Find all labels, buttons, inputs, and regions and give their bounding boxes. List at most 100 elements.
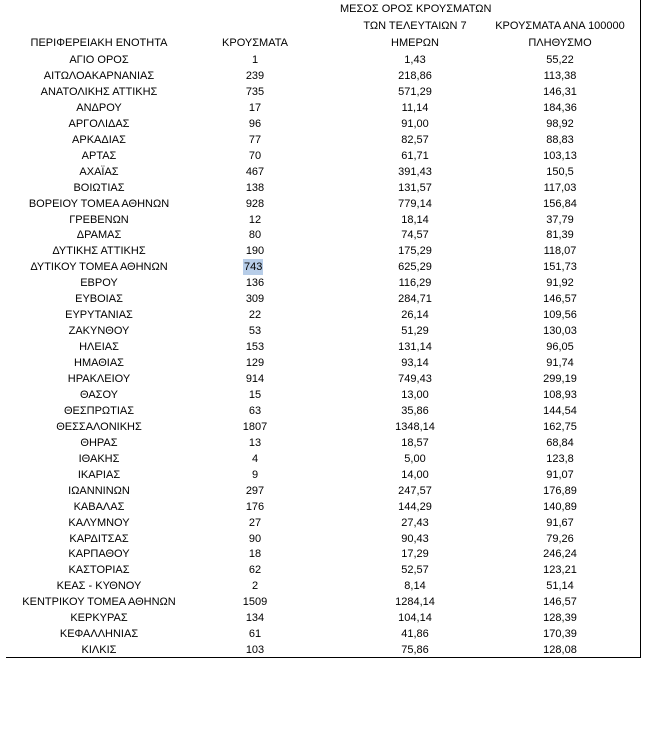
cell: 284,71 <box>398 293 432 306</box>
cell: 17,29 <box>401 548 429 561</box>
cell: ΒΟΡΕΙΟΥ ΤΟΜΕΑ ΑΘΗΝΩΝ <box>28 197 170 210</box>
cell: ΕΒΡΟΥ <box>80 277 118 290</box>
cell: 75,86 <box>401 644 429 657</box>
cell: ΑΙΤΩΛΟΑΚΑΡΝΑΝΙΑΣ <box>43 69 155 82</box>
cell: 103,13 <box>543 149 577 162</box>
cell: ΔΥΤΙΚΟΥ ΤΟΜΕΑ ΑΘΗΝΩΝ <box>30 261 168 274</box>
cell: 140,89 <box>543 500 577 513</box>
cell: 128,39 <box>543 612 577 625</box>
cell: 9 <box>251 468 259 481</box>
cell: ΒΟΙΩΤΙΑΣ <box>73 181 125 194</box>
cell: ΚΡΟΥΣΜΑΤΑ ΑΝΑ 100000 <box>495 20 625 32</box>
cell: 55,22 <box>546 54 574 66</box>
cell: 27 <box>248 516 262 529</box>
cell: 184,36 <box>543 101 577 114</box>
cell: 297 <box>245 484 265 497</box>
cell: 81,39 <box>546 229 574 242</box>
cell: 914 <box>245 373 265 385</box>
cell: 162,75 <box>543 420 577 433</box>
cell: 15 <box>248 388 262 401</box>
cell: ΑΝΔΡΟΥ <box>76 101 122 114</box>
cell: 130,03 <box>543 325 577 338</box>
cell: 27,43 <box>401 516 429 529</box>
cell: 98,92 <box>546 117 574 130</box>
cell: ΚΕΡΚΥΡΑΣ <box>70 612 128 625</box>
cell: 90 <box>248 532 262 545</box>
cell: 53 <box>248 325 262 338</box>
cell: 131,14 <box>398 341 432 354</box>
cell: 779,14 <box>398 197 432 210</box>
cell: 239 <box>245 69 265 82</box>
cell: 91,92 <box>546 277 574 290</box>
cell: 90,43 <box>401 532 429 545</box>
right-border <box>640 0 641 658</box>
cell: 70 <box>248 149 262 162</box>
cell: 391,43 <box>398 165 432 178</box>
cell: ΙΩΑΝΝΙΝΩΝ <box>68 484 130 497</box>
cell: ΚΕΦΑΛΛΗΝΙΑΣ <box>59 628 139 641</box>
cell: 61,71 <box>401 149 429 162</box>
cell: 128,08 <box>543 644 577 657</box>
cell: 80 <box>248 229 262 242</box>
cell: 37,79 <box>546 213 574 226</box>
cell: 146,57 <box>543 596 577 609</box>
cell: 176,89 <box>543 484 577 497</box>
cell: 1807 <box>242 420 268 433</box>
cell: ΑΡΤΑΣ <box>81 149 117 162</box>
cell: 13,00 <box>401 388 429 401</box>
cell: ΚΡΟΥΣΜΑΤΑ <box>222 37 288 49</box>
cell: 41,86 <box>401 628 429 641</box>
cell: 113,38 <box>543 69 577 82</box>
cell: ΚΕΑΣ - ΚΥΘΝΟΥ <box>56 580 142 593</box>
cell: 144,29 <box>398 500 432 513</box>
cell: ΚΑΣΤΟΡΙΑΣ <box>68 564 130 577</box>
cell: 91,07 <box>546 468 574 481</box>
cell: 146,57 <box>543 293 577 306</box>
cell: 35,86 <box>401 404 429 417</box>
cell: 104,14 <box>398 612 432 625</box>
cell: 309 <box>245 293 265 306</box>
cell: ΗΜΕΡΩΝ <box>391 37 439 49</box>
cell: 11,14 <box>401 101 429 114</box>
cell: ΓΡΕΒΕΝΩΝ <box>69 213 129 226</box>
cell: 246,24 <box>543 548 577 561</box>
cell: 134 <box>245 612 265 625</box>
cell: 12 <box>248 213 262 226</box>
cell: 743 <box>243 259 264 276</box>
cell: 88,83 <box>546 133 574 146</box>
cell: 136 <box>245 277 265 290</box>
cell: 2 <box>251 580 259 593</box>
cell: 22 <box>248 309 262 322</box>
cell: 14,00 <box>401 468 429 481</box>
cell: 153 <box>245 341 265 354</box>
cell: 129 <box>245 357 265 370</box>
cell: 571,29 <box>398 85 432 98</box>
cell: 5,00 <box>404 452 426 465</box>
cell: 150,5 <box>546 165 574 178</box>
cell: 928 <box>245 197 265 210</box>
cell: 1 <box>251 54 259 66</box>
cell: 18,14 <box>401 213 429 226</box>
cell: 625,29 <box>398 261 432 274</box>
cell: 109,56 <box>543 309 577 322</box>
cell: 51,29 <box>401 325 429 338</box>
cell: 123,21 <box>543 564 577 577</box>
cell: 62 <box>248 564 262 577</box>
cell: 108,93 <box>543 388 577 401</box>
cell: ΑΡΓΟΛΙΔΑΣ <box>68 117 130 130</box>
cell: ΚΑΡΠΑΘΟΥ <box>68 548 130 561</box>
cell: ΑΓΙΟ ΟΡΟΣ <box>69 54 129 66</box>
cell: 4 <box>251 452 259 465</box>
cell: 247,57 <box>398 484 432 497</box>
cell: 17 <box>248 101 262 114</box>
cell: 8,14 <box>404 580 426 593</box>
cell: ΘΕΣΣΑΛΟΝΙΚΗΣ <box>56 420 142 433</box>
cell: 68,84 <box>546 436 574 449</box>
cell: 156,84 <box>543 197 577 210</box>
cell: ΕΥΒΟΙΑΣ <box>75 293 123 306</box>
cell: 144,54 <box>543 404 577 417</box>
cell: 117,03 <box>543 181 577 194</box>
cell: 51,14 <box>546 580 574 593</box>
cell: ΑΝΑΤΟΛΙΚΗΣ ΑΤΤΙΚΗΣ <box>40 85 158 98</box>
